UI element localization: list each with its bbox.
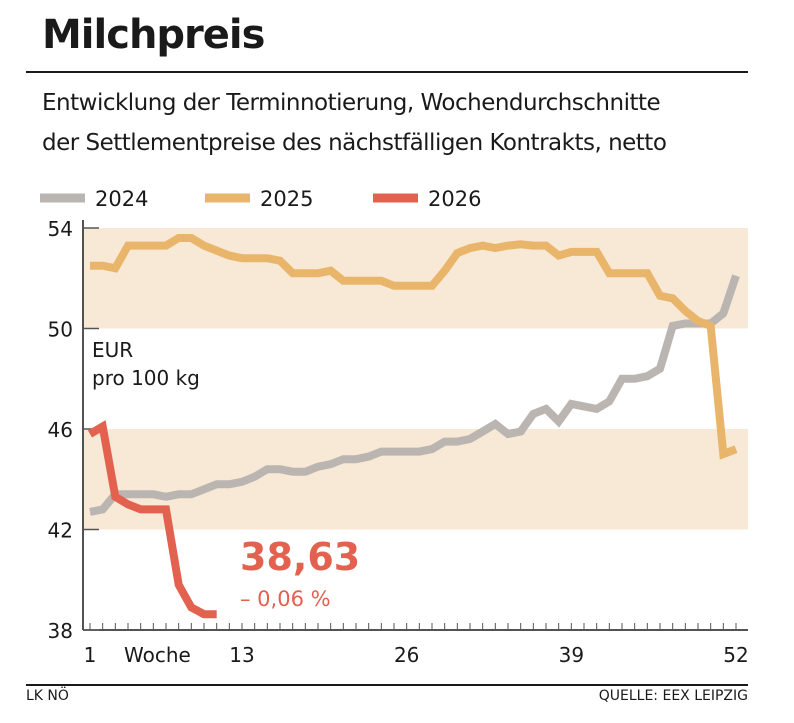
legend-label-2024: 2024 [95, 187, 148, 211]
footer-rule [26, 684, 748, 686]
subtitle-line-2: der Settlementpreise des nächstfälligen … [42, 130, 667, 156]
chart-title: Milchpreis [42, 12, 265, 58]
x-tick-label: 52 [723, 643, 748, 667]
x-axis-label: Woche [124, 643, 191, 667]
shaded-band [83, 228, 748, 329]
x-tick-label: 26 [394, 643, 419, 667]
y-tick-label: 46 [48, 418, 73, 442]
annotation-change: – 0,06 % [240, 587, 331, 611]
y-tick-label: 38 [48, 619, 73, 643]
y-axis-unit-line-1: EUR [92, 338, 133, 362]
x-tick-label: 39 [559, 643, 584, 667]
y-tick-label: 42 [48, 519, 73, 543]
y-axis-unit-line-2: pro 100 kg [92, 366, 200, 390]
footer-left: LK NÖ [26, 688, 69, 704]
subtitle-line-1: Entwicklung der Terminnotierung, Wochend… [42, 90, 661, 116]
series-line-2025 [90, 234, 738, 460]
y-tick-label: 50 [48, 318, 73, 342]
title-rule [26, 71, 748, 73]
y-tick-label: 54 [48, 217, 73, 241]
x-tick-label: 13 [229, 643, 254, 667]
footer-source: QUELLE: EEX LEIPZIG [598, 688, 748, 704]
shaded-band [83, 429, 748, 530]
legend-label-2025: 2025 [260, 187, 313, 211]
annotation-value: 38,63 [240, 535, 360, 579]
legend-label-2026: 2026 [428, 187, 481, 211]
series-line-2024 [89, 274, 740, 516]
x-tick-label: 1 [84, 643, 97, 667]
